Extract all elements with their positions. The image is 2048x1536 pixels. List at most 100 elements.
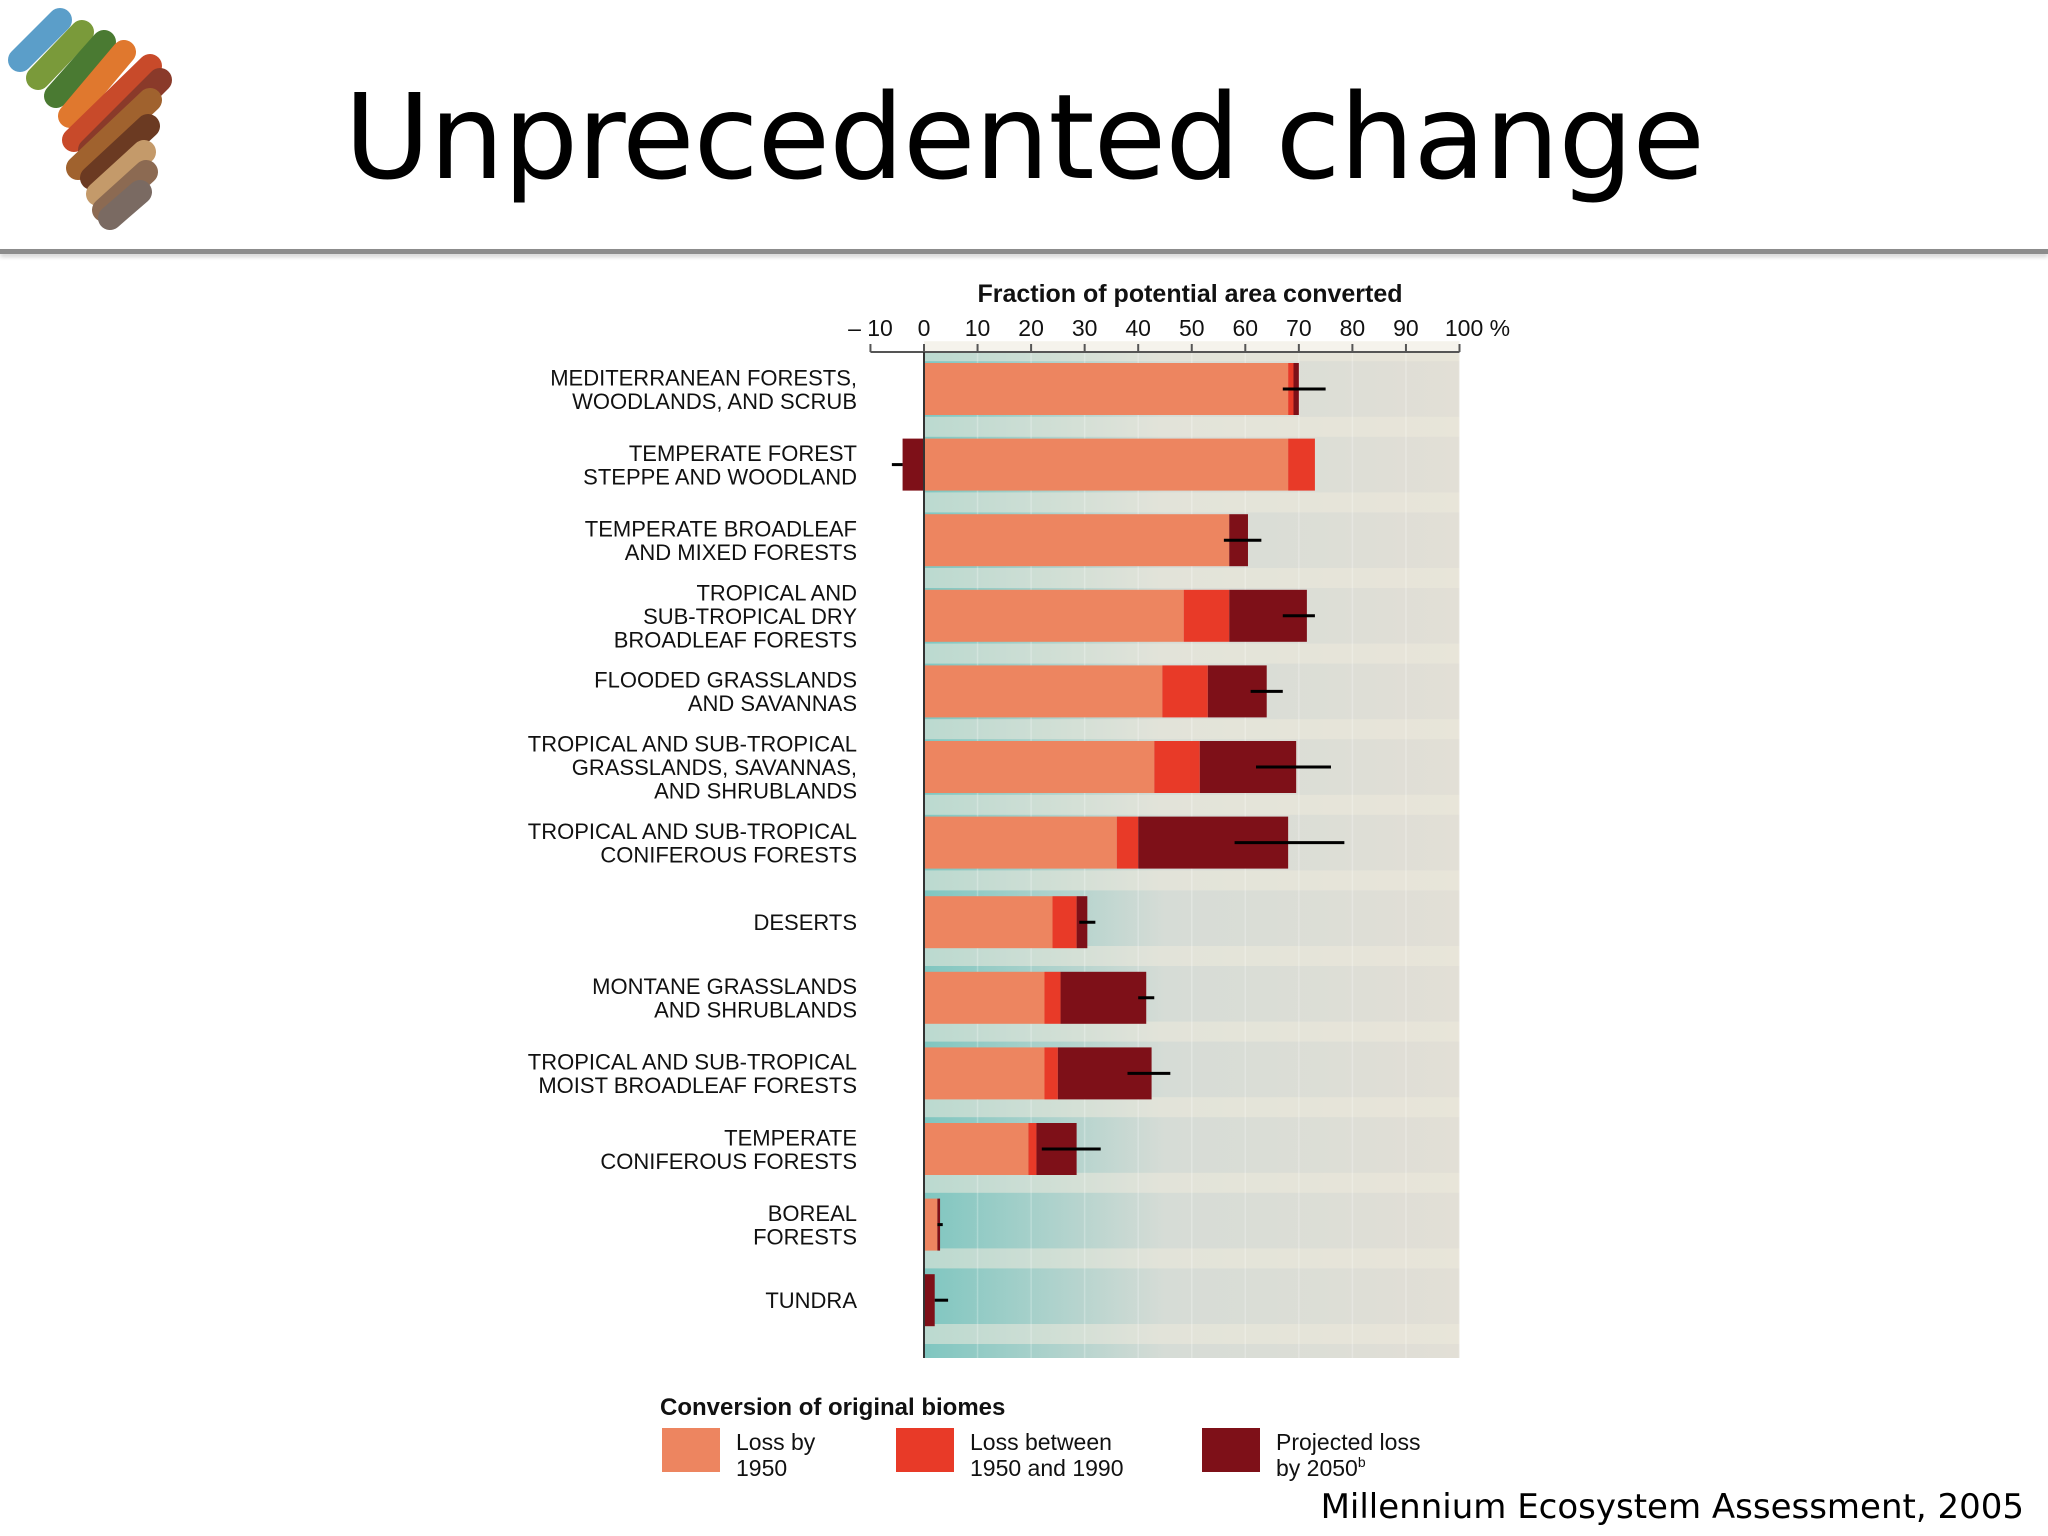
bar-between — [1052, 896, 1077, 949]
bar-between — [1044, 971, 1061, 1024]
category-label: DESERTS — [753, 910, 857, 935]
category-label-line: TROPICAL AND SUB-TROPICAL — [528, 1050, 857, 1075]
row-gap-band — [924, 719, 1460, 740]
logo-stroke — [8, 8, 72, 72]
logo-stroke — [26, 20, 94, 90]
bar-group — [924, 896, 1088, 949]
logo-stroke — [66, 88, 162, 180]
bar-group — [924, 816, 1289, 869]
bar-group — [924, 1274, 935, 1327]
row-gap-band — [924, 794, 1460, 815]
category-label: BOREAL FORESTS — [753, 1201, 857, 1250]
bar-projected — [1060, 971, 1147, 1024]
x-tick-label: 60 — [1233, 315, 1259, 341]
category-label-line: MONTANE GRASSLANDS — [592, 974, 857, 999]
category-label: FLOODED GRASSLANDS AND SAVANNAS — [594, 668, 857, 717]
legend-label-line: by 2050 — [1276, 1455, 1358, 1481]
bar-by1950 — [924, 1198, 938, 1251]
legend-item: Loss between 1950 and 1990 — [896, 1428, 1124, 1481]
bar-by1950 — [924, 589, 1184, 642]
category-label-line: AND MIXED FORESTS — [625, 540, 857, 565]
bar-between — [1044, 1047, 1058, 1100]
bar-by1950 — [924, 1047, 1045, 1100]
legend-label-line: Loss by — [736, 1429, 816, 1455]
row-gap-band — [924, 492, 1460, 513]
category-label-line: AND SHRUBLANDS — [654, 779, 857, 804]
logo-stroke — [98, 180, 152, 230]
bar-group — [902, 438, 1315, 491]
bar-group — [924, 1047, 1152, 1100]
category-label-line: TROPICAL AND SUB-TROPICAL — [528, 732, 857, 757]
category-label: MEDITERRANEAN FORESTS, WOODLANDS, AND SCR… — [550, 365, 857, 414]
bar-by1950 — [924, 665, 1163, 718]
x-tick-label: 50 — [1179, 315, 1205, 341]
legend-item: Projected loss by 2050b — [1202, 1428, 1420, 1481]
category-label-line: TROPICAL AND — [696, 580, 857, 605]
category-label: TUNDRA — [765, 1288, 857, 1313]
x-tick-label: 30 — [1072, 315, 1098, 341]
category-label-line: BROADLEAF FORESTS — [614, 627, 857, 652]
category-label-line: TEMPERATE BROADLEAF — [585, 516, 857, 541]
row-gap-band — [924, 1324, 1460, 1344]
logo-stroke — [58, 40, 136, 128]
x-tick-label: 10 — [965, 315, 991, 341]
bar-by1950 — [924, 1123, 1029, 1175]
category-label: TROPICAL AND SUB-TROPICAL DRY BROADLEAF FO… — [614, 580, 858, 652]
bar-group — [924, 971, 1147, 1024]
bar-by1950 — [924, 514, 1230, 567]
bar-by1950 — [924, 741, 1155, 793]
logo-stroke — [86, 140, 156, 206]
bar-by1950 — [924, 363, 1289, 415]
category-label-line: CONIFEROUS FORESTS — [600, 842, 857, 867]
row-gap-band — [924, 568, 1460, 588]
legend-label: Loss between 1950 and 1990 — [970, 1429, 1124, 1481]
category-label-line: FORESTS — [753, 1224, 857, 1249]
bar-group — [924, 363, 1299, 415]
bar-group — [924, 741, 1297, 793]
x-tick-label: 100 % — [1445, 315, 1510, 341]
page-title: Unprecedented change — [344, 68, 1705, 206]
category-label: TROPICAL AND SUB-TROPICAL MOIST BROADLEAF… — [528, 1050, 857, 1099]
row-gap-band — [924, 1248, 1460, 1269]
bar-group — [924, 589, 1307, 642]
bar-between — [1154, 741, 1200, 793]
x-tick-label: 70 — [1286, 315, 1312, 341]
category-label-line: AND SAVANNAS — [688, 691, 857, 716]
row-gap-band — [924, 643, 1460, 664]
bar-group — [924, 665, 1267, 718]
source-citation: Millennium Ecosystem Assessment, 2005 — [1320, 1487, 2024, 1527]
x-tick-label: 20 — [1018, 315, 1044, 341]
legend-label-line: 1950 and 1990 — [970, 1455, 1124, 1481]
x-tick-label: 0 — [918, 315, 931, 341]
row-gap-band — [924, 1172, 1460, 1193]
category-label-line: SUB-TROPICAL DRY — [643, 604, 857, 629]
title-divider — [0, 249, 2048, 254]
category-label-line: GRASSLANDS, SAVANNAS, — [572, 755, 857, 780]
bar-between — [1116, 816, 1139, 869]
category-label-line: WOODLANDS, AND SCRUB — [572, 389, 857, 414]
category-label: TEMPERATE CONIFEROUS FORESTS — [600, 1125, 857, 1174]
logo-stroke — [44, 30, 116, 108]
category-label-line: TUNDRA — [765, 1288, 857, 1313]
ecosystem-logo — [8, 8, 172, 230]
category-label-line: AND SHRUBLANDS — [654, 998, 857, 1023]
logo-stroke — [62, 54, 162, 152]
legend-label: Projected loss by 2050b — [1276, 1429, 1420, 1481]
logo-stroke — [80, 114, 160, 190]
row-gap-band — [924, 1021, 1460, 1042]
row-gap-band — [924, 1097, 1460, 1118]
bar-projected — [924, 1274, 935, 1327]
row-gap-band — [924, 946, 1460, 966]
legend-label-line: Loss between — [970, 1429, 1112, 1455]
legend-title: Conversion of original biomes — [660, 1394, 1005, 1421]
category-label-line: TEMPERATE FOREST — [629, 441, 857, 466]
legend-superscript: b — [1358, 1454, 1366, 1470]
bar-projected — [902, 438, 924, 491]
category-label: TEMPERATE FOREST STEPPE AND WOODLAND — [583, 441, 857, 490]
x-tick-label: 40 — [1125, 315, 1151, 341]
category-label-line: MOIST BROADLEAF FORESTS — [538, 1073, 857, 1098]
category-label: MONTANE GRASSLANDS AND SHRUBLANDS — [592, 974, 857, 1023]
category-label-line: MEDITERRANEAN FORESTS, — [550, 365, 857, 390]
category-label-line: STEPPE AND WOODLAND — [583, 464, 857, 489]
